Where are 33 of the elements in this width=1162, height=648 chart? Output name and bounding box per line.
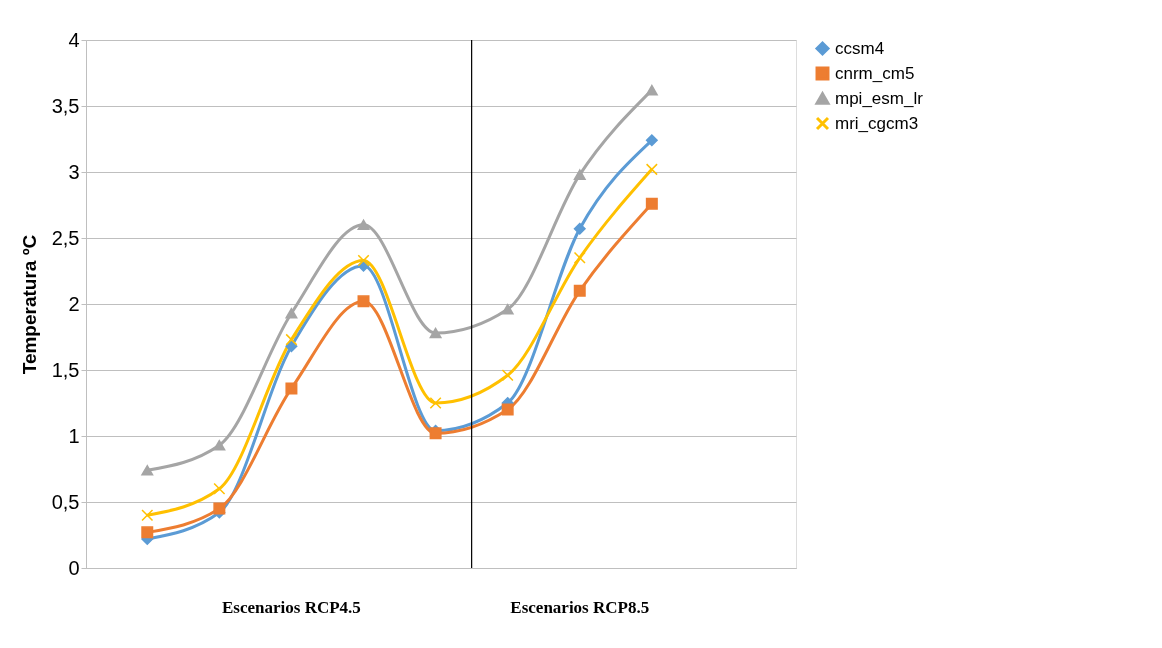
text: Escenarios RCP4.5 — [222, 598, 361, 617]
y-tick-label: 0,5 — [51, 490, 80, 513]
point — [645, 163, 658, 176]
point — [501, 369, 514, 382]
point — [285, 340, 298, 353]
legend-label: ccsm4 — [835, 38, 885, 58]
legend-label: mpi_esm_lr — [835, 88, 924, 108]
point — [573, 169, 586, 180]
legend-label: cnrm_cm5 — [835, 63, 915, 83]
point — [285, 333, 298, 346]
point — [429, 397, 442, 409]
point — [573, 251, 586, 264]
point — [645, 197, 658, 210]
y-tick-label: 1 — [68, 424, 80, 447]
point — [645, 84, 658, 96]
y-tick-label: 3,5 — [51, 94, 80, 117]
y-tick-label: 1,5 — [51, 358, 80, 381]
point — [141, 465, 154, 476]
point — [213, 482, 226, 495]
y-tick-label: 2 — [68, 292, 80, 315]
y-tick-label: 4 — [68, 28, 80, 51]
y-axis-title: Temperatura ºC — [18, 234, 40, 375]
point — [573, 284, 586, 297]
y-tick-label: 0 — [68, 556, 80, 579]
text: Escenarios RCP8.5 — [510, 598, 650, 617]
point — [573, 222, 586, 235]
point — [645, 134, 658, 147]
point — [141, 509, 154, 522]
legend-label: mri_cgcm3 — [835, 113, 919, 133]
y-tick-label: 2,5 — [51, 226, 80, 249]
point — [141, 526, 154, 539]
point — [357, 254, 370, 267]
y-tick-label: 3 — [68, 160, 80, 183]
